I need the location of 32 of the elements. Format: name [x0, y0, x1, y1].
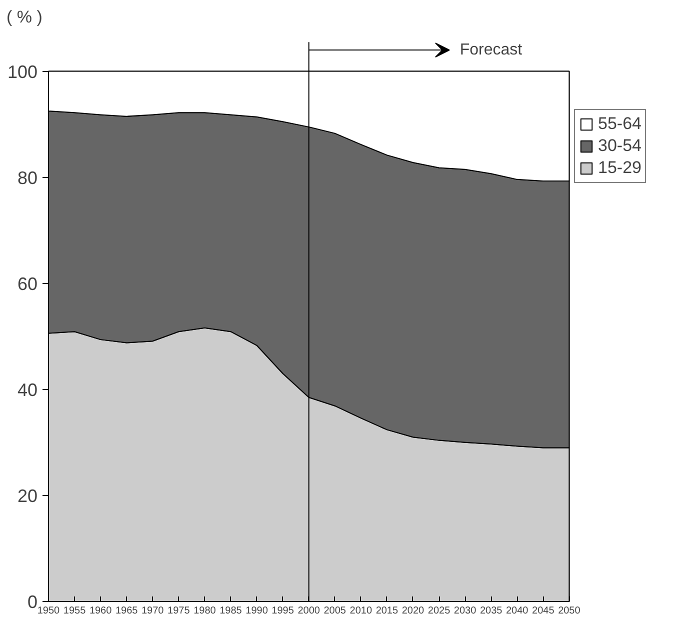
x-tick-label: 2040: [506, 606, 529, 616]
x-tick-label: 1960: [89, 606, 112, 616]
legend-label: 15-29: [598, 158, 642, 178]
x-tick-label: 2030: [454, 606, 477, 616]
x-tick-label: 2035: [480, 606, 503, 616]
legend-label: 55-64: [598, 114, 642, 134]
x-tick-label: 2010: [350, 606, 372, 616]
y-tick-label: 40: [17, 380, 38, 400]
x-tick-label: 2025: [428, 606, 451, 616]
y-tick-label: 20: [17, 486, 38, 506]
x-tick-label: 2000: [298, 606, 320, 616]
x-tick-label: 2045: [532, 606, 555, 616]
y-tick-label: 60: [17, 274, 38, 294]
ref-line-label: Forecast: [460, 42, 523, 59]
x-tick-label: 1995: [272, 606, 294, 616]
x-tick-label: 1990: [246, 606, 268, 616]
x-tick-label: 1950: [37, 606, 60, 616]
x-tick-label: 1965: [115, 606, 138, 616]
x-tick-label: 1985: [220, 606, 242, 616]
legend-label: 30-54: [598, 136, 642, 156]
x-tick-label: 2015: [376, 606, 399, 616]
x-tick-label: 1975: [168, 606, 190, 616]
x-tick-label: 2020: [402, 606, 425, 616]
x-tick-label: 1955: [63, 606, 86, 616]
x-tick-label: 1970: [142, 606, 164, 616]
y-tick-label: 0: [27, 592, 38, 612]
x-tick-label: 2050: [558, 606, 581, 616]
x-tick-label: 1980: [194, 606, 216, 616]
y-tick-label: 80: [17, 168, 38, 188]
x-tick-label: 2005: [324, 606, 346, 616]
y-axis-title: ( % ): [6, 8, 42, 26]
y-tick-label: 100: [7, 62, 38, 82]
